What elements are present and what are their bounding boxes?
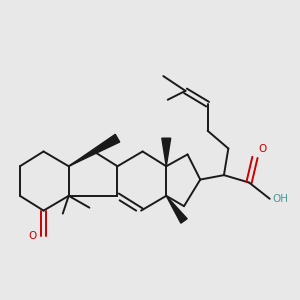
Polygon shape	[166, 196, 187, 223]
Text: OH: OH	[273, 194, 289, 204]
Polygon shape	[162, 138, 171, 166]
Polygon shape	[69, 134, 120, 166]
Text: O: O	[258, 144, 266, 154]
Text: O: O	[28, 231, 36, 241]
